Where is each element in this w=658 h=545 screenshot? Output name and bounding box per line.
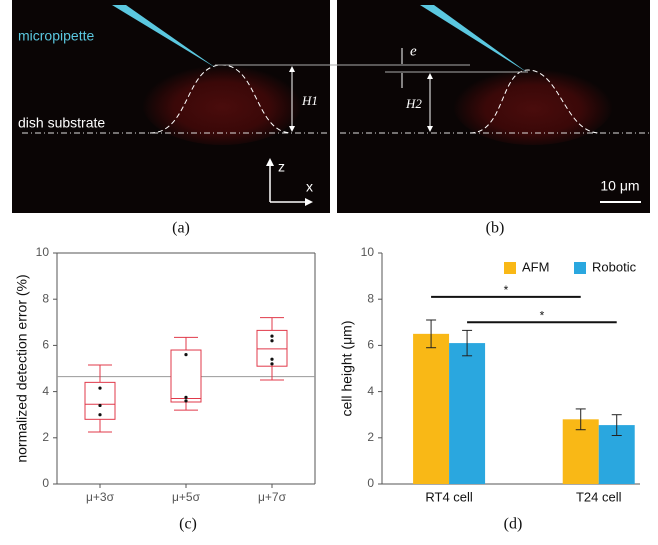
- caption: (a): [172, 220, 190, 237]
- point: [270, 335, 273, 338]
- y-tick-label: 2: [42, 430, 49, 444]
- point: [98, 387, 101, 390]
- bar: [413, 334, 449, 484]
- point: [270, 358, 273, 361]
- y-tick-label: 2: [367, 430, 374, 444]
- x-tick-label: μ+5σ: [172, 490, 201, 504]
- point: [270, 339, 273, 342]
- y-tick-label: 10: [36, 245, 50, 259]
- x-label: x: [306, 179, 313, 195]
- y-tick-label: 6: [42, 338, 49, 352]
- height-label: H2: [405, 96, 422, 111]
- panel-b: e H2 10 μm (b): [337, 0, 650, 237]
- point: [270, 362, 273, 365]
- point: [98, 404, 101, 407]
- legend-swatch: [504, 262, 516, 274]
- figure: micropipette dish substrate H1 z x (a) e…: [0, 0, 658, 540]
- scale-label: 10 μm: [600, 178, 639, 194]
- box: [171, 350, 201, 402]
- y-axis-label: cell height (μm): [339, 321, 355, 417]
- legend-label: AFM: [522, 259, 549, 274]
- y-tick-label: 10: [361, 245, 375, 259]
- y-tick-label: 6: [367, 338, 374, 352]
- y-axis-label: normalized detection error (%): [14, 274, 30, 462]
- substrate-label: dish substrate: [18, 115, 105, 131]
- bar: [449, 343, 485, 484]
- legend-label: Robotic: [592, 259, 637, 274]
- y-tick-label: 8: [367, 291, 374, 305]
- point: [184, 353, 187, 356]
- y-tick-label: 8: [42, 291, 49, 305]
- offset-label: e: [410, 43, 417, 59]
- x-tick-label: μ+7σ: [258, 490, 287, 504]
- height-label: H1: [301, 93, 318, 108]
- point: [98, 413, 101, 416]
- point: [184, 396, 187, 399]
- significance-label: *: [504, 283, 509, 297]
- y-tick-label: 0: [42, 476, 49, 490]
- pipette-label: micropipette: [18, 28, 94, 44]
- significance-label: *: [540, 308, 545, 322]
- y-tick-label: 4: [367, 384, 374, 398]
- x-tick-label: RT4 cell: [425, 489, 473, 504]
- point: [184, 399, 187, 402]
- z-label: z: [278, 159, 285, 175]
- legend-swatch: [574, 262, 586, 274]
- caption: (b): [486, 220, 505, 237]
- x-tick-label: μ+3σ: [86, 490, 115, 504]
- x-tick-label: T24 cell: [576, 489, 622, 504]
- caption: (c): [179, 516, 197, 533]
- caption: (d): [504, 516, 523, 533]
- cell-glow: [142, 61, 302, 145]
- y-tick-label: 4: [42, 384, 49, 398]
- y-tick-label: 0: [367, 476, 374, 490]
